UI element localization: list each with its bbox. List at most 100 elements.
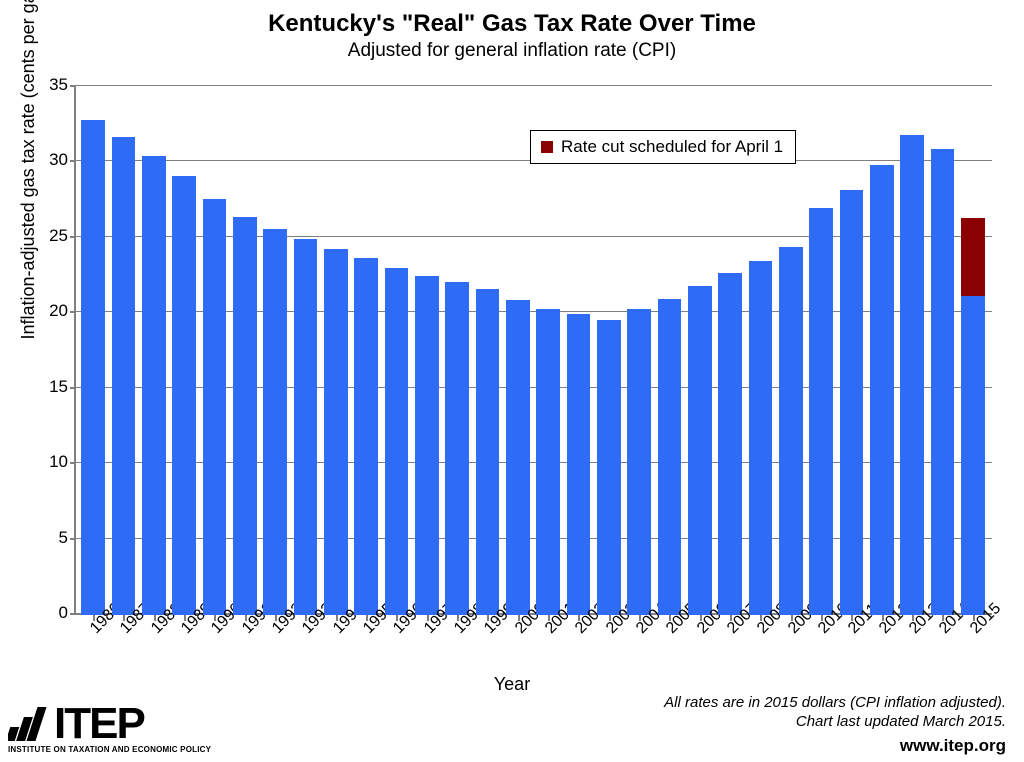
bar	[506, 300, 530, 615]
bar-slot: 2007	[715, 85, 745, 615]
bar	[263, 229, 287, 615]
bar	[233, 217, 257, 615]
bar-segment	[567, 314, 591, 615]
bar-slot: 2003	[594, 85, 624, 615]
bar	[142, 156, 166, 615]
bar-slot: 1988	[139, 85, 169, 615]
bar	[385, 268, 409, 615]
bar-segment	[476, 289, 500, 615]
bar-slot: 2015	[958, 85, 988, 615]
bar-slot: 2010	[806, 85, 836, 615]
bar	[597, 320, 621, 615]
bar-slot: 2004	[624, 85, 654, 615]
bar-segment	[870, 165, 894, 615]
bar-segment	[536, 309, 560, 615]
bar-segment	[112, 137, 136, 616]
logo-subtitle: INSTITUTE ON TAXATION AND ECONOMIC POLIC…	[8, 745, 211, 754]
bar-segment	[324, 249, 348, 615]
bar-segment	[597, 320, 621, 615]
bar	[658, 299, 682, 615]
bar-segment	[627, 309, 651, 615]
logo-stripes-icon	[8, 701, 52, 741]
legend: Rate cut scheduled for April 1	[530, 130, 796, 164]
bar-slot: 1996	[381, 85, 411, 615]
bar-segment	[900, 135, 924, 615]
bar	[476, 289, 500, 615]
bar-slot: 1998	[442, 85, 472, 615]
bar-slot: 1992	[260, 85, 290, 615]
bar	[688, 286, 712, 615]
bar	[840, 190, 864, 616]
y-tick-label: 10	[49, 452, 76, 472]
bar	[931, 149, 955, 615]
bar	[112, 137, 136, 616]
bar-slot: 1997	[412, 85, 442, 615]
bar-segment	[445, 282, 469, 615]
bar-slot: 1995	[351, 85, 381, 615]
y-tick-label: 25	[49, 226, 76, 246]
bar-segment	[840, 190, 864, 616]
bar-slot: 2000	[503, 85, 533, 615]
bar-slot: 2009	[776, 85, 806, 615]
bar	[172, 176, 196, 615]
bar-segment	[415, 276, 439, 615]
bar-segment	[779, 247, 803, 615]
bar-segment	[749, 261, 773, 615]
bar	[627, 309, 651, 615]
bar-segment	[294, 239, 318, 615]
bar-segment	[233, 217, 257, 615]
bar-segment	[931, 149, 955, 615]
y-tick-label: 35	[49, 75, 76, 95]
bar	[294, 239, 318, 615]
chart-subtitle: Adjusted for general inflation rate (CPI…	[0, 40, 1024, 62]
bar	[900, 135, 924, 615]
bar-segment	[81, 120, 105, 615]
footnote-line: All rates are in 2015 dollars (CPI infla…	[664, 694, 1006, 713]
bar	[749, 261, 773, 615]
bar-slot: 1990	[199, 85, 229, 615]
y-axis-title: Inflation-adjusted gas tax rate (cents p…	[18, 0, 39, 340]
bar-slot: 2002	[563, 85, 593, 615]
bar-slot: 2008	[745, 85, 775, 615]
y-tick-label: 15	[49, 377, 76, 397]
logo-word: ITEP	[54, 706, 144, 741]
bar	[779, 247, 803, 615]
bar	[870, 165, 894, 615]
bar	[203, 199, 227, 615]
y-tick-label: 30	[49, 150, 76, 170]
bar-segment	[718, 273, 742, 615]
bar-segment	[658, 299, 682, 615]
bar-segment	[263, 229, 287, 615]
bar-slot: 2006	[685, 85, 715, 615]
legend-label: Rate cut scheduled for April 1	[561, 137, 783, 157]
bar	[536, 309, 560, 615]
bar	[415, 276, 439, 615]
bar-slot: 2013	[897, 85, 927, 615]
bar-slot: 1987	[108, 85, 138, 615]
bar-segment	[354, 258, 378, 615]
legend-swatch	[541, 141, 553, 153]
y-tick-label: 20	[49, 301, 76, 321]
bar	[567, 314, 591, 615]
bar-slot: 1989	[169, 85, 199, 615]
bar-segment-cut	[961, 218, 985, 295]
bar	[354, 258, 378, 615]
bar-slot: 1994	[321, 85, 351, 615]
bar-slot: 1993	[290, 85, 320, 615]
bar-segment	[203, 199, 227, 615]
chart-plot-area: 05101520253035 1986198719881989199019911…	[74, 85, 992, 615]
x-axis-title: Year	[494, 674, 530, 695]
bar-slot: 1991	[230, 85, 260, 615]
bar	[81, 120, 105, 615]
bar-segment	[506, 300, 530, 615]
bar	[324, 249, 348, 615]
bar-segment	[688, 286, 712, 615]
itep-logo: ITEP INSTITUTE ON TAXATION AND ECONOMIC …	[8, 701, 211, 754]
bar	[445, 282, 469, 615]
bar-slot: 2011	[836, 85, 866, 615]
bar-segment	[142, 156, 166, 615]
bar-slot: 2005	[654, 85, 684, 615]
bar-slot: 2012	[867, 85, 897, 615]
footnote-line: Chart last updated March 2015.	[664, 713, 1006, 732]
bar	[809, 208, 833, 615]
